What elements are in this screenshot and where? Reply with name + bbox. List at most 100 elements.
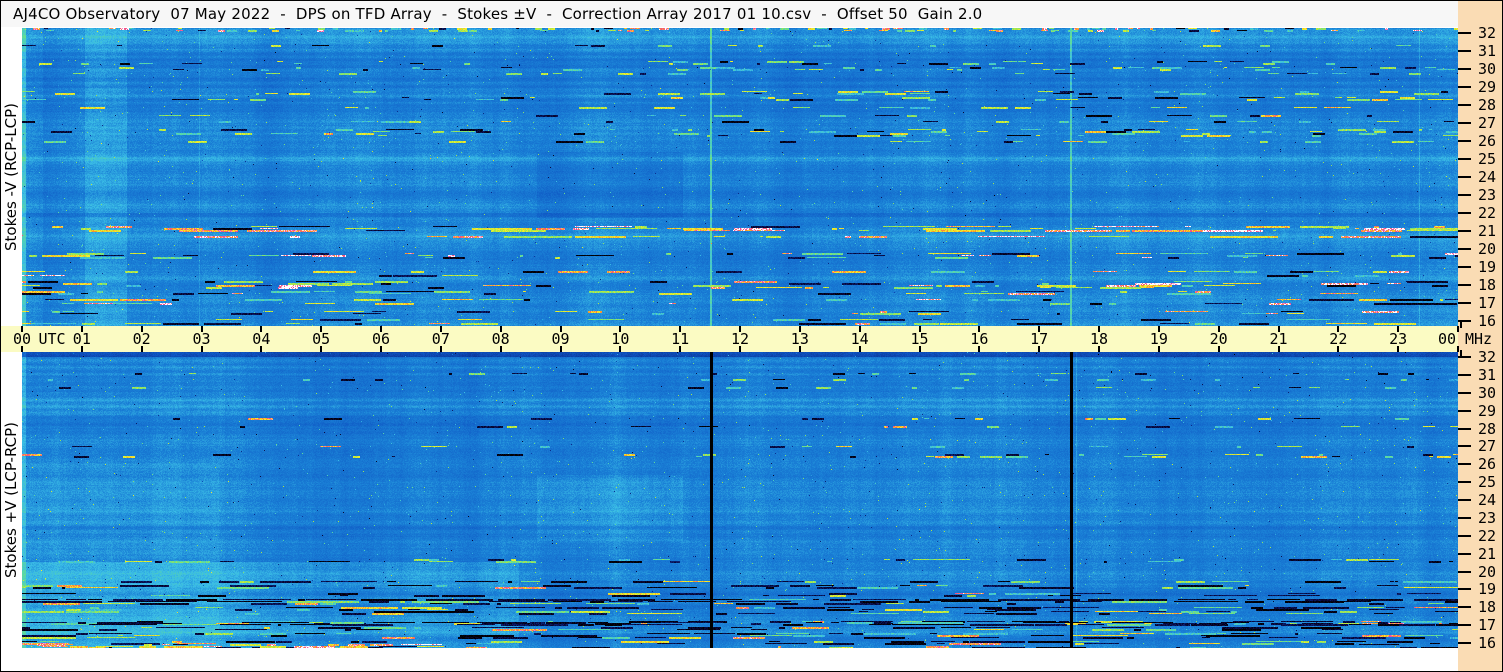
hour-label: 19 [1149,330,1168,348]
hour-label: 16 [970,330,989,348]
hour-label: 20 [1209,330,1228,348]
freq-tick [1458,230,1471,232]
hour-tick [1337,346,1340,352]
hour-tick [499,326,502,332]
hour-tick [1457,326,1459,332]
hour-tick [1337,326,1340,332]
freq-tick-label: 28 [1478,96,1497,114]
freq-tick [1458,553,1471,555]
freq-axis-connector-bottom [1460,350,1462,358]
hour-label: 18 [1089,330,1109,348]
hour-tick [1157,346,1160,352]
hour-tick [140,346,143,352]
freq-tick [1458,32,1471,34]
hour-label: 02 [132,330,151,348]
freq-tick-label: 26 [1478,455,1497,473]
utc-unit-label: UTC [38,330,66,348]
hour-tick [260,346,263,352]
hour-tick [1277,326,1280,332]
hour-label: 12 [730,330,750,348]
freq-tick-label: 17 [1478,294,1497,312]
hour-tick [739,346,741,352]
hour-label: 23 [1389,330,1408,348]
hour-tick [80,346,83,352]
hour-tick [679,326,682,332]
hour-label: 21 [1269,330,1288,348]
freq-tick [1458,158,1471,160]
freq-tick [1458,284,1471,286]
freq-tick-label: 16 [1478,634,1497,652]
hour-tick [1217,326,1220,332]
hour-label: 06 [371,330,391,348]
freq-tick-label: 24 [1478,491,1497,509]
freq-tick-label: 23 [1478,186,1497,204]
freq-tick-label: 24 [1478,168,1497,186]
hour-tick [858,346,861,352]
title-bar: AJ4CO Observatory 07 May 2022 - DPS on T… [1,1,1458,27]
freq-tick [1458,410,1471,412]
plot-title: AJ4CO Observatory 07 May 2022 - DPS on T… [13,5,983,23]
hour-label: 11 [671,330,690,348]
hour-tick [21,326,23,332]
hour-tick [798,346,801,352]
hour-tick [978,326,981,332]
freq-tick-label: 21 [1478,545,1497,563]
hour-label: 00 [12,330,32,348]
freq-tick [1458,374,1471,376]
freq-tick-label: 27 [1478,114,1497,132]
freq-tick-label: 20 [1478,563,1497,581]
hour-tick [260,326,263,332]
hour-tick [140,326,143,332]
freq-tick [1458,392,1471,394]
hour-tick [1217,346,1220,352]
hour-tick [200,346,203,352]
freq-tick [1458,535,1471,537]
freq-tick-label: 30 [1478,384,1497,402]
freq-tick [1458,212,1471,214]
freq-tick [1458,463,1471,465]
hour-tick [1157,326,1160,332]
hour-tick [739,326,741,332]
hour-tick [798,326,801,332]
hour-label: 00 [1437,330,1457,348]
freq-tick-label: 32 [1478,348,1497,366]
hour-tick [1098,326,1100,332]
hour-label: 08 [491,330,510,348]
freq-tick [1458,50,1471,52]
freq-tick-label: 25 [1478,150,1497,168]
freq-tick-label: 31 [1478,42,1497,60]
freq-tick [1458,606,1471,608]
freq-tick-label: 30 [1478,60,1497,78]
hour-tick [978,346,981,352]
ylabel-stokes-plus-v: Stokes +V (LCP-RCP) [2,422,20,578]
hour-tick [918,326,921,332]
freq-tick-label: 18 [1478,276,1497,294]
hour-tick [1098,346,1100,352]
freq-tick [1458,176,1471,178]
hour-label: 09 [551,330,570,348]
freq-tick [1458,499,1471,501]
hour-tick [499,346,502,352]
hour-tick [858,326,861,332]
freq-tick-label: 19 [1478,258,1497,276]
frequency-scale-column [1458,1,1502,671]
hour-label: 10 [611,330,630,348]
freq-tick-label: 20 [1478,240,1497,258]
freq-tick-label: 19 [1478,580,1497,598]
freq-tick [1458,140,1471,142]
hour-tick [21,346,23,352]
freq-tick [1458,588,1471,590]
freq-tick [1458,642,1471,644]
freq-tick-label: 26 [1478,132,1497,150]
freq-tick [1458,104,1471,106]
hour-tick [559,326,562,332]
hour-tick [619,326,622,332]
hour-label: 03 [192,330,211,348]
mhz-unit-label: MHz [1465,330,1493,348]
freq-tick [1458,517,1471,519]
hour-tick [619,346,622,352]
spectrogram-stokes-minus-v [22,28,1458,326]
hour-tick [320,346,323,352]
hour-tick [1457,346,1459,352]
